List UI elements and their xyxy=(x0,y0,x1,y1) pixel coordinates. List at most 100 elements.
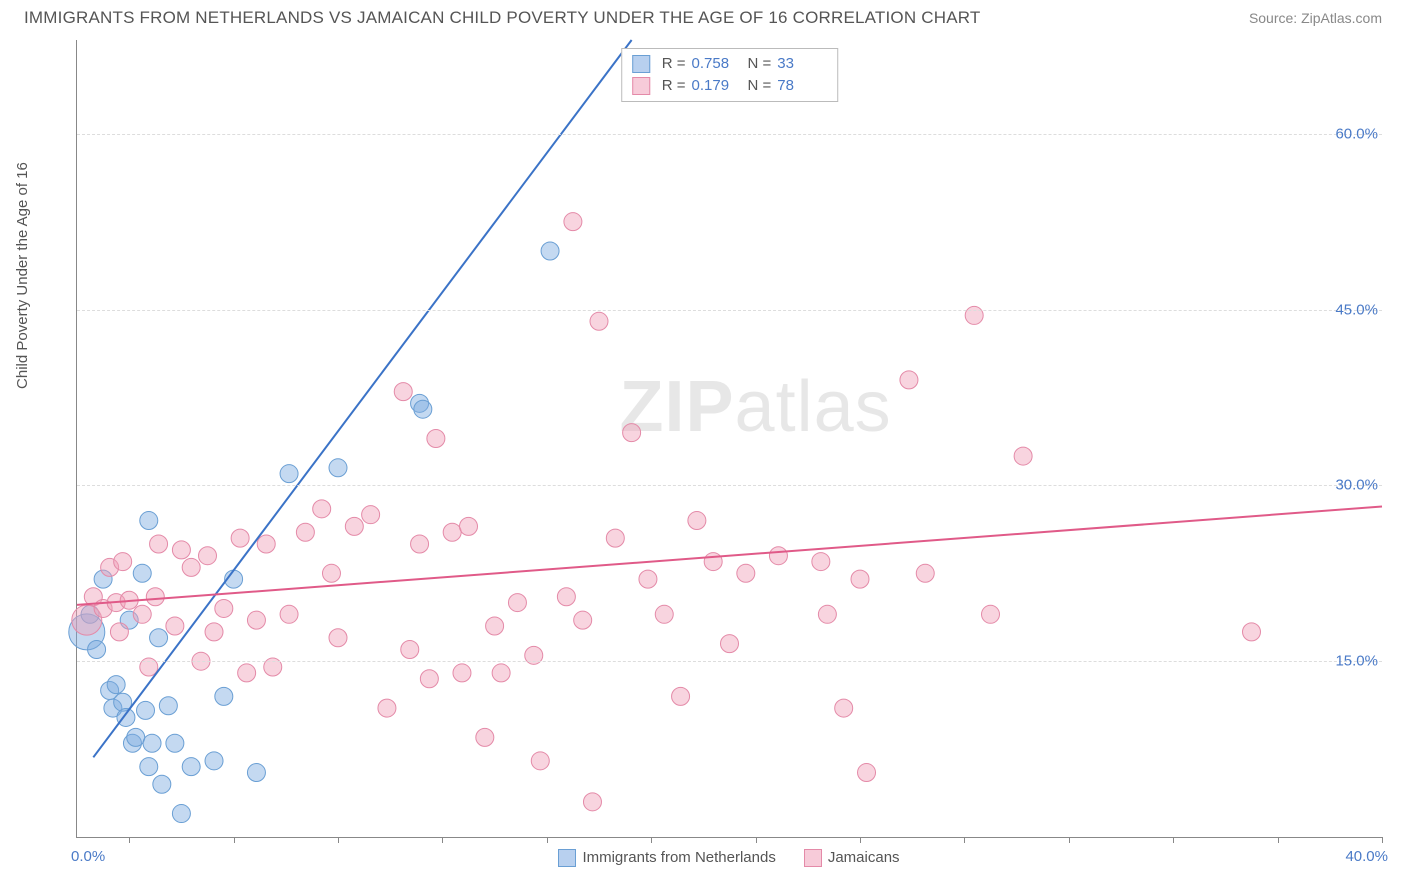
scatter-point xyxy=(639,570,657,588)
stat-n-value: 33 xyxy=(777,53,827,75)
scatter-point xyxy=(107,676,125,694)
stats-row: R = 0.758 N = 33 xyxy=(632,53,828,75)
scatter-point xyxy=(329,459,347,477)
scatter-point xyxy=(133,605,151,623)
scatter-point xyxy=(172,541,190,559)
scatter-point xyxy=(414,400,432,418)
scatter-point xyxy=(182,558,200,576)
y-tick-label: 60.0% xyxy=(1335,125,1378,142)
scatter-point xyxy=(166,617,184,635)
scatter-point xyxy=(166,734,184,752)
stat-n-label: N = xyxy=(748,75,772,97)
scatter-point xyxy=(127,728,145,746)
scatter-point xyxy=(851,570,869,588)
y-tick-label: 45.0% xyxy=(1335,301,1378,318)
scatter-point xyxy=(280,465,298,483)
scatter-point xyxy=(1014,447,1032,465)
scatter-plot-svg xyxy=(77,40,1382,837)
scatter-point xyxy=(362,506,380,524)
scatter-point xyxy=(146,588,164,606)
scatter-point xyxy=(688,512,706,530)
scatter-point xyxy=(205,752,223,770)
scatter-point xyxy=(199,547,217,565)
legend-label: Jamaicans xyxy=(828,849,900,866)
legend-item: Jamaicans xyxy=(804,849,900,867)
scatter-point xyxy=(769,547,787,565)
scatter-point xyxy=(143,734,161,752)
y-axis-label: Child Poverty Under the Age of 16 xyxy=(14,162,31,389)
stat-r-value: 0.179 xyxy=(692,75,742,97)
chart-header: IMMIGRANTS FROM NETHERLANDS VS JAMAICAN … xyxy=(0,0,1406,32)
scatter-point xyxy=(812,553,830,571)
legend-swatch-icon xyxy=(804,849,822,867)
scatter-point xyxy=(140,512,158,530)
scatter-point xyxy=(486,617,504,635)
trend-line xyxy=(93,40,631,757)
scatter-point xyxy=(721,635,739,653)
legend-label: Immigrants from Netherlands xyxy=(582,849,775,866)
scatter-point xyxy=(900,371,918,389)
scatter-point xyxy=(590,312,608,330)
scatter-point xyxy=(172,805,190,823)
scatter-point xyxy=(205,623,223,641)
scatter-point xyxy=(858,764,876,782)
scatter-point xyxy=(574,611,592,629)
source-prefix: Source: xyxy=(1249,10,1301,26)
scatter-point xyxy=(150,535,168,553)
scatter-point xyxy=(1243,623,1261,641)
scatter-point xyxy=(916,564,934,582)
scatter-point xyxy=(153,775,171,793)
scatter-point xyxy=(531,752,549,770)
scatter-point xyxy=(623,424,641,442)
scatter-point xyxy=(492,664,510,682)
bottom-legend: Immigrants from Netherlands Jamaicans xyxy=(76,842,1382,874)
y-tick-label: 15.0% xyxy=(1335,653,1378,670)
source-name: ZipAtlas.com xyxy=(1301,10,1382,26)
stat-r-value: 0.758 xyxy=(692,53,742,75)
scatter-point xyxy=(238,664,256,682)
scatter-point xyxy=(835,699,853,717)
scatter-point xyxy=(345,517,363,535)
scatter-point xyxy=(655,605,673,623)
scatter-point xyxy=(982,605,1000,623)
scatter-point xyxy=(606,529,624,547)
scatter-point xyxy=(215,687,233,705)
scatter-point xyxy=(508,594,526,612)
scatter-point xyxy=(583,793,601,811)
scatter-point xyxy=(329,629,347,647)
scatter-point xyxy=(541,242,559,260)
scatter-point xyxy=(378,699,396,717)
scatter-point xyxy=(704,553,722,571)
scatter-point xyxy=(322,564,340,582)
scatter-point xyxy=(88,640,106,658)
scatter-point xyxy=(150,629,168,647)
scatter-point xyxy=(137,701,155,719)
scatter-point xyxy=(182,758,200,776)
legend-swatch-icon xyxy=(558,849,576,867)
legend-swatch-icon xyxy=(632,55,650,73)
stat-r-label: R = xyxy=(662,53,686,75)
scatter-point xyxy=(460,517,478,535)
stat-r-label: R = xyxy=(662,75,686,97)
scatter-point xyxy=(231,529,249,547)
scatter-point xyxy=(401,640,419,658)
y-tick-label: 30.0% xyxy=(1335,477,1378,494)
scatter-point xyxy=(564,213,582,231)
scatter-point xyxy=(247,611,265,629)
stats-row: R = 0.179 N = 78 xyxy=(632,75,828,97)
stats-legend: R = 0.758 N = 33 R = 0.179 N = 78 xyxy=(621,48,839,102)
stat-n-value: 78 xyxy=(777,75,827,97)
stat-n-label: N = xyxy=(748,53,772,75)
legend-item: Immigrants from Netherlands xyxy=(558,849,775,867)
scatter-point xyxy=(672,687,690,705)
scatter-point xyxy=(280,605,298,623)
trend-line xyxy=(77,506,1382,604)
scatter-point xyxy=(114,553,132,571)
scatter-point xyxy=(257,535,275,553)
legend-swatch-icon xyxy=(632,77,650,95)
scatter-point xyxy=(818,605,836,623)
chart-container: Child Poverty Under the Age of 16 ZIPatl… xyxy=(24,40,1382,874)
scatter-point xyxy=(133,564,151,582)
plot-area: ZIPatlas R = 0.758 N = 33 R = 0.179 N = … xyxy=(76,40,1382,838)
scatter-point xyxy=(476,728,494,746)
